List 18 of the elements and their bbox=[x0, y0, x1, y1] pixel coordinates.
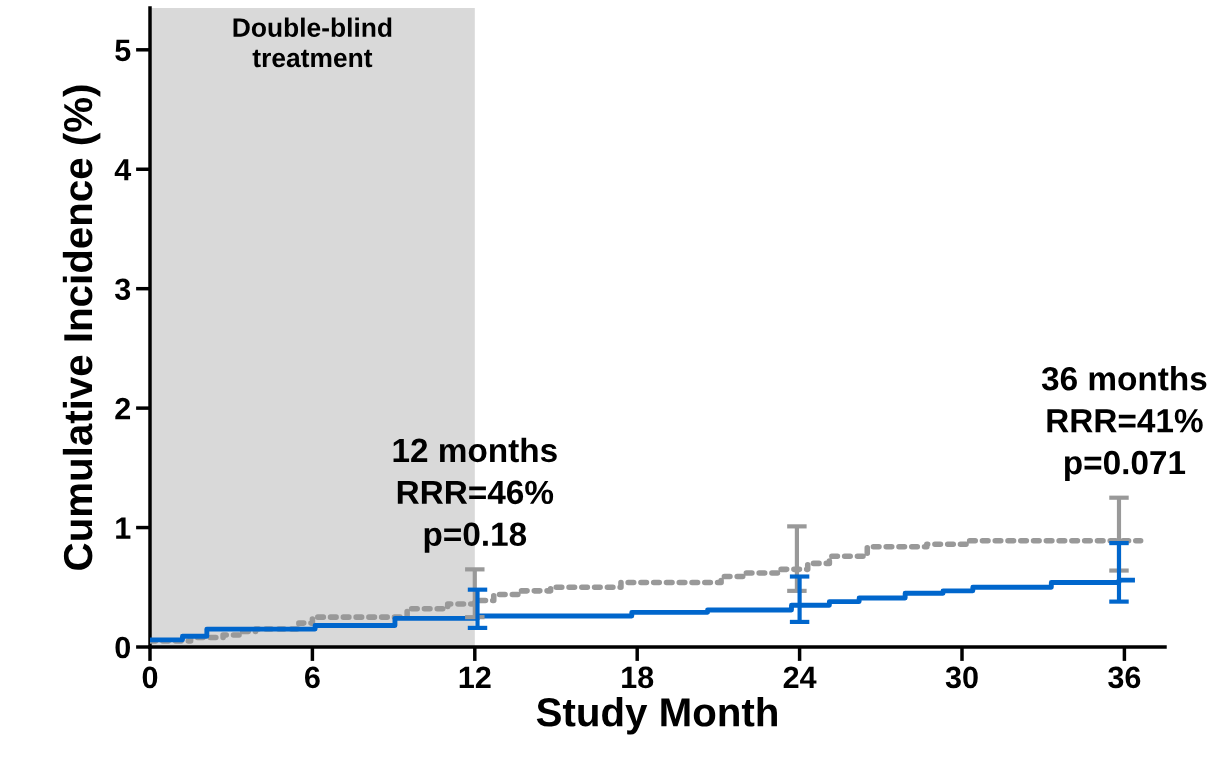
annotation: 12 months RRR=46% p=0.18 bbox=[393, 437, 557, 553]
x-tick-label: 0 bbox=[142, 666, 158, 689]
y-axis-title: Cumulative Incidence (%) bbox=[62, 85, 101, 570]
x-tick-label: 18 bbox=[622, 666, 654, 689]
x-tick-label: 30 bbox=[945, 666, 978, 689]
y-tick-label: 1 bbox=[116, 517, 131, 539]
x-axis-title: Study Month bbox=[536, 697, 777, 735]
y-tick-label: 2 bbox=[115, 397, 131, 420]
x-tick-label: 36 bbox=[1108, 666, 1141, 689]
y-tick-label: 3 bbox=[114, 278, 131, 301]
y-tick-label: 0 bbox=[115, 636, 130, 659]
band-label: Double-blind treatment bbox=[233, 17, 392, 68]
x-tick-label: 6 bbox=[305, 666, 320, 689]
x-tick-label: 24 bbox=[783, 666, 817, 688]
y-tick-label: 5 bbox=[115, 39, 131, 62]
y-tick-label: 4 bbox=[114, 159, 132, 181]
annotation: 36 months RRR=41% p=0.071 bbox=[1041, 366, 1207, 482]
x-tick-label: 12 bbox=[459, 666, 491, 688]
